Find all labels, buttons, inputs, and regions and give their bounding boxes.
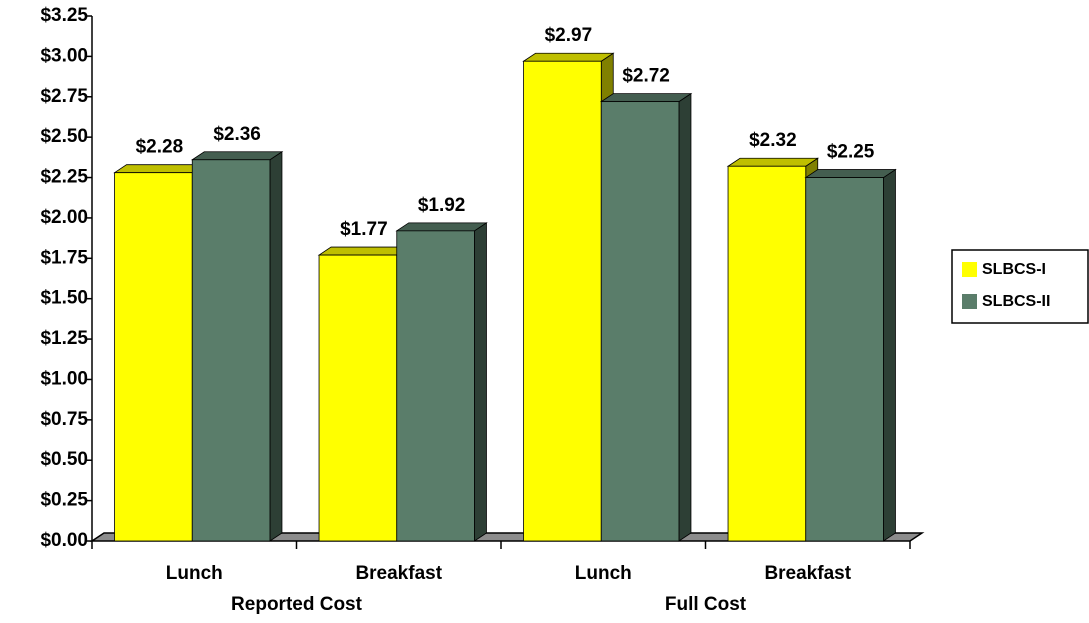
bar-3d	[190, 151, 284, 542]
x-tick-label: Breakfast	[764, 563, 851, 584]
bar-top	[190, 151, 284, 161]
value-label: $2.32	[749, 130, 797, 151]
bar-side	[678, 92, 692, 542]
group-label: Full Cost	[665, 594, 747, 615]
bar	[114, 172, 193, 542]
bar-top	[395, 222, 488, 232]
value-label: $1.92	[418, 195, 466, 216]
legend-swatch	[962, 294, 977, 309]
y-tick-label: $1.00	[40, 368, 88, 389]
bar-3d	[522, 52, 615, 542]
y-tick-label: $0.75	[40, 409, 88, 430]
y-tick-label: $0.50	[40, 449, 88, 470]
value-label: $1.77	[340, 219, 388, 240]
bar-3d	[804, 168, 897, 542]
value-label: $2.97	[545, 25, 593, 46]
y-tick-label: $1.75	[40, 247, 88, 268]
bar-3d	[113, 163, 206, 542]
x-tick-label: Lunch	[166, 563, 223, 584]
value-label: $2.25	[827, 142, 875, 163]
bar-3d	[726, 157, 820, 542]
bar	[318, 254, 398, 542]
x-tick-label: Lunch	[575, 563, 632, 584]
value-label: $2.36	[213, 124, 261, 145]
y-tick-label: $2.75	[40, 86, 88, 107]
bar	[396, 230, 475, 542]
bar	[600, 101, 680, 542]
bar	[191, 159, 271, 542]
bar-side	[269, 151, 283, 542]
bar-top	[804, 169, 897, 178]
bar-side	[883, 168, 896, 542]
y-tick-label: $3.25	[40, 5, 88, 26]
value-label: $2.28	[136, 137, 184, 158]
y-tick-label: $0.00	[40, 530, 88, 551]
y-tick-label: $2.25	[40, 167, 88, 188]
bar-3d	[395, 222, 488, 542]
bar-top	[599, 93, 693, 103]
y-tick-label: $2.00	[40, 207, 88, 228]
bar-3d	[599, 92, 693, 542]
bar	[805, 177, 884, 542]
legend-label: SLBCS-I	[982, 261, 1046, 278]
value-label: $2.72	[622, 66, 670, 87]
legend-swatch	[962, 262, 977, 277]
bar	[727, 165, 807, 542]
bar-3d	[317, 246, 411, 542]
x-tick-label: Breakfast	[355, 563, 442, 584]
legend-label: SLBCS-II	[982, 293, 1050, 310]
y-tick-label: $1.50	[40, 288, 88, 309]
bar	[523, 60, 602, 542]
y-tick-label: $3.00	[40, 45, 88, 66]
bar-top	[522, 52, 615, 62]
y-tick-label: $0.25	[40, 490, 88, 511]
group-label: Reported Cost	[231, 594, 363, 615]
bar-top	[317, 246, 411, 256]
y-tick-label: $1.25	[40, 328, 88, 349]
bar-top	[113, 164, 206, 174]
bar-side	[474, 222, 487, 542]
y-tick-label: $2.50	[40, 126, 88, 147]
bar-top	[726, 157, 820, 167]
